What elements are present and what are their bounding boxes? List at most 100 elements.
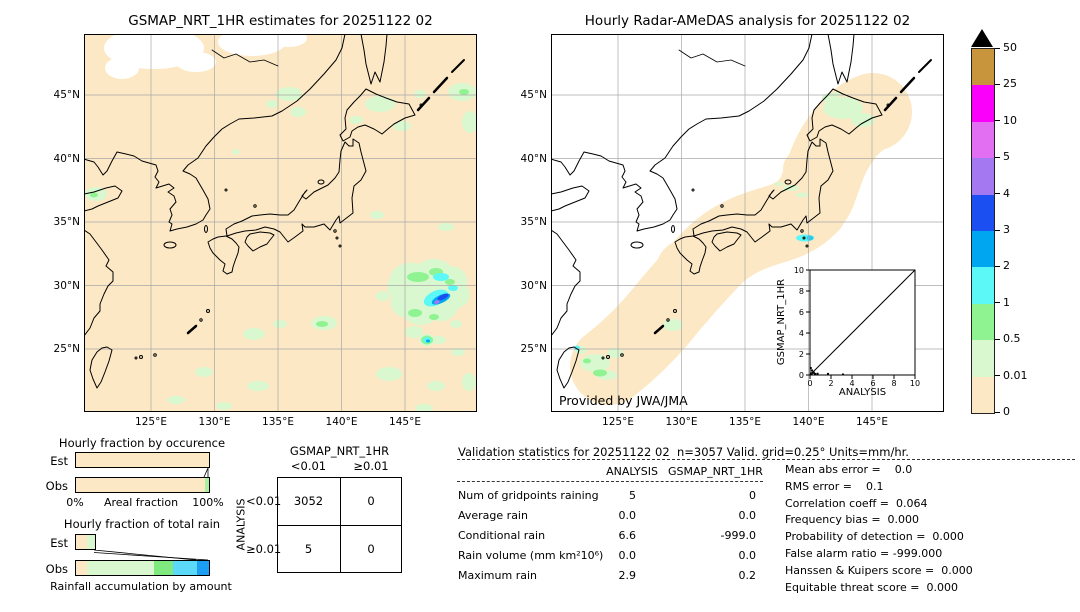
stats-analysis-value: 0.0 [618, 549, 637, 562]
occurrence-bar-est [75, 452, 210, 468]
colorbar-segment [972, 49, 994, 86]
contingency-row-label-lt: <0.01 [246, 494, 282, 508]
stats-row-label: Conditional rain [458, 529, 546, 542]
svg-text:4: 4 [849, 379, 854, 388]
colorbar-tick-labels: 50 25 10 5 4 3 2 1 0.5 0.01 0 [995, 41, 1055, 418]
bar-segment [76, 478, 205, 492]
rain-4-5 [434, 299, 440, 305]
colorbar-tick-label: 1 [1003, 295, 1010, 309]
lat-tick-label: 40°N [53, 152, 80, 165]
lon-tick-label: 145°E [389, 416, 421, 428]
colorbar-tick-label: 25 [1003, 77, 1017, 91]
bar-segment [154, 561, 174, 575]
stats-gsmap-value: 0.0 [738, 549, 757, 562]
colorbar-tick-mark [995, 47, 1000, 49]
lon-tick-label: 145°E [856, 416, 888, 428]
stats-gsmap-value: 0.2 [738, 569, 757, 582]
radar-rain-2-3 [806, 235, 814, 241]
stats-col-gsmap: GSMAP_NRT_1HR [668, 465, 763, 478]
inset-ylabel: GSMAP_NRT_1HR [776, 279, 787, 365]
occurrence-xmax-label: 100% [192, 496, 224, 509]
colorbar-tick-label: 0 [1003, 405, 1010, 418]
inset-scatter: 0 2 4 6 8 10 0 2 4 6 8 10 ANALYSIS GSMAP… [776, 266, 920, 398]
svg-text:6: 6 [799, 308, 804, 317]
stats-gsmap-value: 0 [749, 489, 756, 502]
stats-gsmap-value: -999.0 [720, 529, 756, 542]
left-map-frame [84, 34, 477, 412]
colorbar-segment [972, 194, 994, 232]
stats-header-divider [457, 481, 763, 482]
lon-tick-label: 135°E [262, 416, 294, 428]
colorbar-tick-mark [995, 156, 1000, 158]
graticule [84, 34, 477, 412]
occurrence-row-label-est: Est [50, 454, 68, 468]
totalrain-chart-title: Hourly fraction of total rain [63, 517, 221, 531]
lon-tick-label: 130°E [665, 416, 698, 428]
lon-tick-label: 140°E [792, 416, 825, 428]
colorbar-tick-mark [995, 375, 1000, 377]
colorbar-tick-label: 0.01 [1003, 368, 1028, 382]
colorbar-segment [972, 85, 994, 122]
bar-segment [76, 561, 87, 575]
stats-summary-line: Hanssen & Kuipers score = 0.000 [785, 563, 973, 577]
svg-text:0: 0 [807, 379, 812, 388]
stats-table-row: Average rain 0.0 0.0 [458, 506, 758, 526]
colorbar-segment [972, 231, 994, 268]
stats-row-label: Rain volume (mm km²10⁶) [458, 549, 604, 562]
stats-title: Validation statistics for 20251122 02 n=… [458, 445, 909, 459]
totalrain-row-label-est: Est [50, 536, 68, 550]
svg-text:8: 8 [891, 379, 896, 388]
colorbar-segment [972, 376, 994, 414]
occurrence-bar-obs [75, 477, 210, 493]
svg-text:8: 8 [799, 287, 804, 296]
left-map-title: GSMAP_NRT_1HR estimates for 20251122 02 [128, 13, 433, 29]
totalrain-row-label-obs: Obs [45, 562, 68, 576]
stats-table-row: Maximum rain 2.9 0.2 [458, 566, 758, 586]
svg-text:2: 2 [828, 379, 833, 388]
coastlines [84, 34, 465, 389]
stats-row-label: Num of gridpoints raining [458, 489, 599, 502]
stats-analysis-value: 5 [629, 489, 636, 502]
bar-segment [173, 561, 197, 575]
contingency-col-group-label: GSMAP_NRT_1HR [289, 444, 390, 458]
occurrence-connector-lines [203, 468, 209, 477]
bar-segment [86, 535, 96, 549]
colorbar-tick-mark [995, 411, 1000, 413]
rain-3-4 [437, 293, 449, 301]
occurrence-chart-title: Hourly fraction by occurence [58, 436, 226, 450]
stats-table-row: Num of gridpoints raining 5 0 [458, 486, 758, 506]
stats-table-row: Rain volume (mm km²10⁶) 0.0 0.0 [458, 546, 758, 566]
stats-summary-line: Equitable threat score = 0.000 [785, 580, 958, 594]
lat-tick-label: 45°N [520, 89, 547, 101]
inset-diagonal-reference-line [809, 269, 916, 376]
totalrain-connector-lines [93, 550, 209, 560]
colorbar-tick-label: 2 [1003, 259, 1010, 273]
stats-summary-line: Mean abs error = 0.0 [785, 463, 913, 476]
colorbar-tick-mark [995, 193, 1000, 195]
left-map [84, 34, 477, 412]
lat-tick-label: 40°N [520, 152, 547, 165]
totalrain-xlabel: Rainfall accumulation by amount [50, 580, 232, 593]
inset-scatter-points [809, 366, 844, 376]
occurrence-xmin-label: 0% [66, 496, 84, 509]
contingency-value-false: 0 [367, 494, 375, 508]
stats-title-divider [457, 459, 1075, 460]
svg-text:2: 2 [799, 350, 804, 359]
colorbar-segment [972, 121, 994, 159]
stats-col-analysis: ANALYSIS [606, 465, 658, 478]
lat-tick-label: 30°N [53, 279, 80, 292]
lat-tick-label: 45°N [53, 89, 80, 101]
credit-text: Provided by JWA/JMA [559, 393, 688, 408]
stats-row-label: Average rain [458, 509, 528, 522]
bar-segment [197, 561, 209, 575]
no-data-patches [104, 34, 307, 79]
lon-tick-label: 135°E [729, 416, 761, 428]
stats-summary-line: Correlation coeff = 0.064 [785, 496, 928, 510]
lon-tick-label: 125°E [135, 416, 167, 428]
stats-summary-line: False alarm ratio = -999.000 [785, 546, 943, 560]
stats-table-rows: Num of gridpoints raining 5 0 Average rain 0… [458, 486, 758, 586]
occurrence-row-label-obs: Obs [45, 479, 68, 493]
lat-tick-label: 25°N [53, 343, 80, 355]
stats-summary-line: Frequency bias = 0.000 [785, 513, 920, 527]
